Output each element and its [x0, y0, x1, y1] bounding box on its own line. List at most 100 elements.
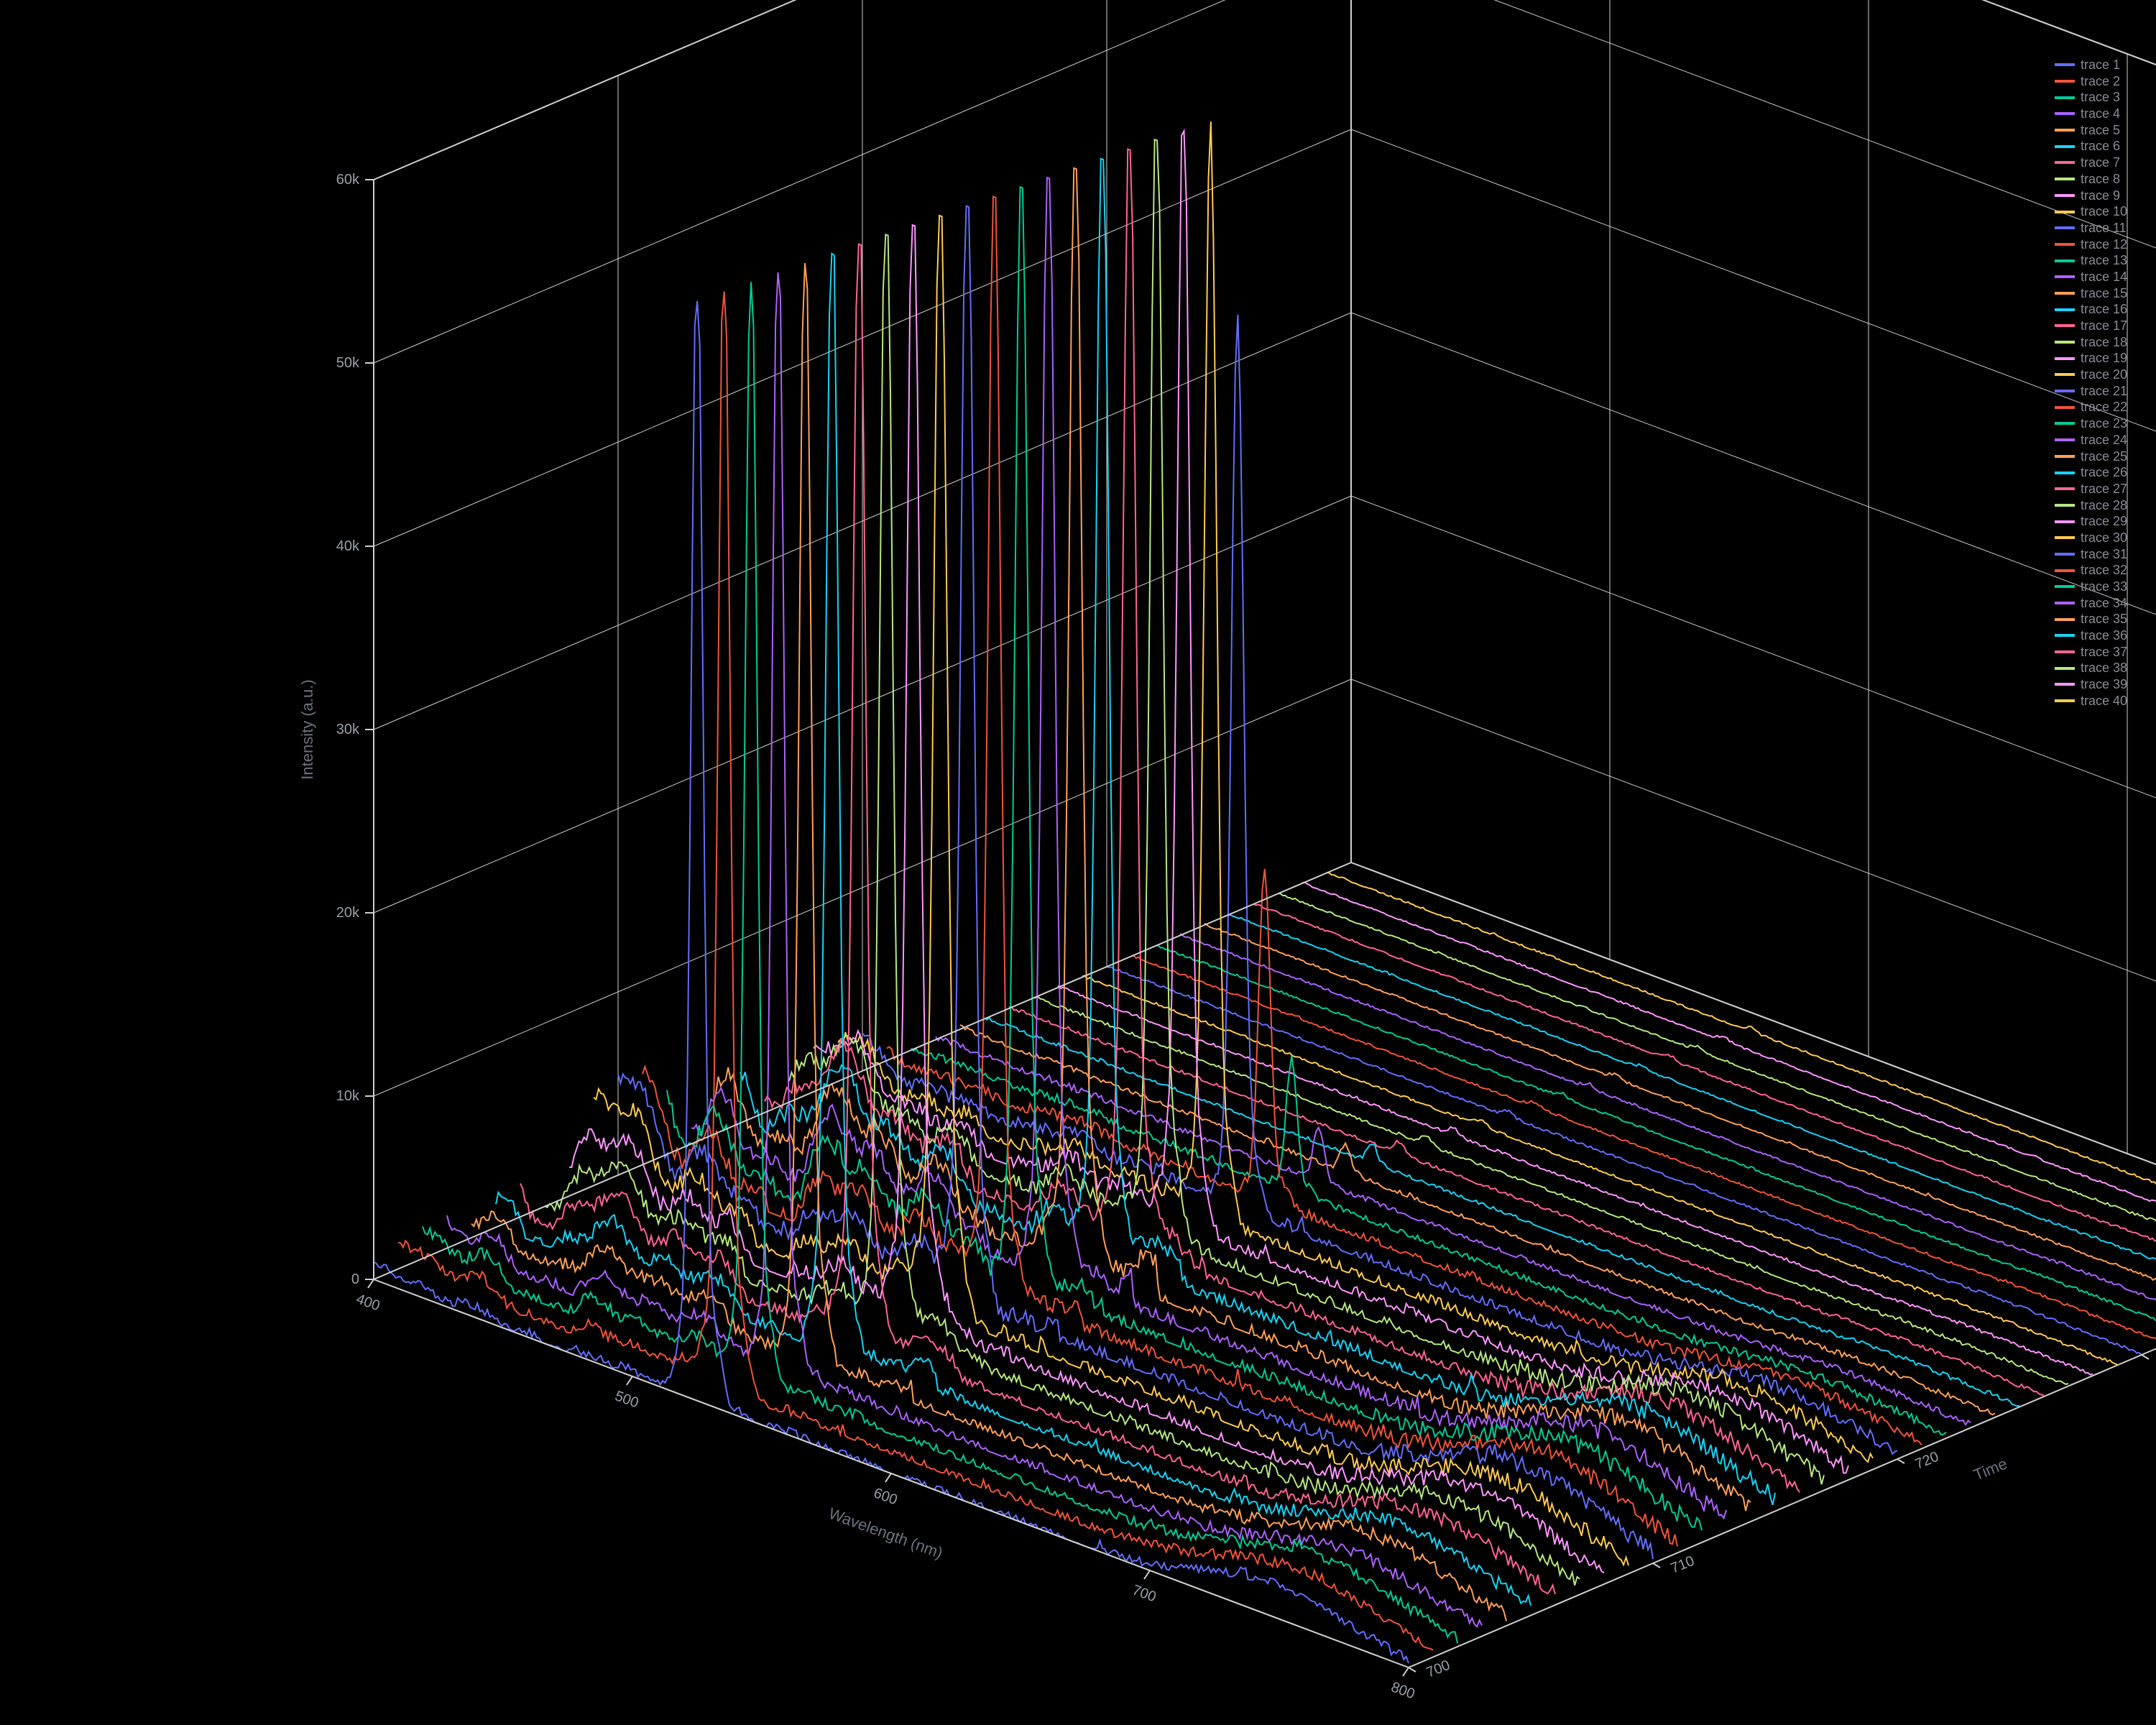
legend-label: trace 8 [2081, 172, 2120, 187]
trace-3 [423, 282, 1457, 1643]
legend-label: trace 33 [2081, 579, 2127, 594]
legend-item-40[interactable]: trace 40 [2055, 694, 2127, 709]
legend-swatch [2055, 129, 2075, 132]
legend-item-17[interactable]: trace 17 [2055, 318, 2127, 334]
legend-swatch [2055, 438, 2075, 441]
legend-label: trace 7 [2081, 155, 2120, 170]
legend-item-36[interactable]: trace 36 [2055, 628, 2127, 643]
legend-item-33[interactable]: trace 33 [2055, 579, 2127, 594]
legend-item-34[interactable]: trace 34 [2055, 596, 2127, 611]
legend-swatch [2055, 80, 2075, 83]
svg-text:600: 600 [872, 1485, 900, 1508]
legend-item-26[interactable]: trace 26 [2055, 465, 2127, 480]
legend-item-12[interactable]: trace 12 [2055, 237, 2127, 252]
legend-item-2[interactable]: trace 2 [2055, 74, 2127, 89]
legend-item-8[interactable]: trace 8 [2055, 172, 2127, 187]
legend-label: trace 5 [2081, 123, 2120, 138]
legend-item-20[interactable]: trace 20 [2055, 367, 2127, 382]
legend-item-6[interactable]: trace 6 [2055, 139, 2127, 154]
legend-label: trace 15 [2081, 286, 2127, 301]
legend-item-1[interactable]: trace 1 [2055, 58, 2127, 73]
spectra-3d-chart[interactable]: 010k20k30k40k50k60k400500600700800700710… [0, 0, 2156, 1725]
svg-text:30k: 30k [336, 722, 360, 737]
legend-swatch [2055, 520, 2075, 523]
legend-item-38[interactable]: trace 38 [2055, 661, 2127, 676]
legend-item-29[interactable]: trace 29 [2055, 514, 2127, 529]
legend[interactable]: trace 1trace 2trace 3trace 4trace 5trace… [2055, 58, 2127, 710]
trace-11 [618, 206, 1653, 1559]
legend-label: trace 12 [2081, 237, 2127, 252]
legend-label: trace 17 [2081, 318, 2127, 334]
legend-swatch [2055, 683, 2075, 686]
trace-2 [398, 292, 1433, 1650]
legend-swatch [2055, 275, 2075, 278]
legend-label: trace 35 [2081, 612, 2127, 627]
trace-38 [1278, 893, 2156, 1282]
trace-35 [1204, 924, 2156, 1313]
legend-swatch [2055, 112, 2075, 115]
legend-label: trace 13 [2081, 253, 2127, 268]
legend-item-35[interactable]: trace 35 [2055, 612, 2127, 627]
legend-item-21[interactable]: trace 21 [2055, 384, 2127, 399]
legend-item-31[interactable]: trace 31 [2055, 547, 2127, 562]
legend-item-15[interactable]: trace 15 [2055, 286, 2127, 301]
legend-item-3[interactable]: trace 3 [2055, 90, 2127, 105]
legend-swatch [2055, 243, 2075, 246]
legend-swatch [2055, 602, 2075, 604]
svg-text:Time: Time [1971, 1454, 2010, 1484]
legend-label: trace 22 [2081, 400, 2127, 415]
legend-item-16[interactable]: trace 16 [2055, 302, 2127, 317]
legend-item-14[interactable]: trace 14 [2055, 270, 2127, 285]
legend-swatch [2055, 650, 2075, 653]
legend-item-5[interactable]: trace 5 [2055, 123, 2127, 138]
legend-item-39[interactable]: trace 39 [2055, 677, 2127, 692]
legend-item-37[interactable]: trace 37 [2055, 645, 2127, 660]
trace-14 [691, 178, 1726, 1518]
legend-swatch [2055, 699, 2075, 702]
svg-text:500: 500 [613, 1388, 641, 1411]
trace-19 [814, 131, 1848, 1473]
legend-label: trace 21 [2081, 384, 2127, 399]
legend-label: trace 32 [2081, 563, 2127, 578]
legend-swatch [2055, 145, 2075, 148]
legend-item-10[interactable]: trace 10 [2055, 204, 2127, 219]
svg-text:40k: 40k [336, 538, 360, 554]
legend-label: trace 36 [2081, 628, 2127, 643]
legend-swatch [2055, 553, 2075, 556]
svg-text:50k: 50k [336, 355, 360, 371]
legend-item-25[interactable]: trace 25 [2055, 449, 2127, 464]
legend-item-11[interactable]: trace 11 [2055, 221, 2127, 236]
legend-item-9[interactable]: trace 9 [2055, 188, 2127, 203]
legend-swatch [2055, 569, 2075, 572]
legend-label: trace 30 [2081, 530, 2127, 546]
legend-item-19[interactable]: trace 19 [2055, 351, 2127, 366]
legend-item-4[interactable]: trace 4 [2055, 106, 2127, 121]
legend-label: trace 2 [2081, 74, 2120, 89]
legend-item-27[interactable]: trace 27 [2055, 482, 2127, 497]
legend-item-28[interactable]: trace 28 [2055, 498, 2127, 513]
legend-label: trace 4 [2081, 106, 2120, 121]
legend-swatch [2055, 390, 2075, 392]
svg-text:720: 720 [1913, 1449, 1941, 1473]
legend-item-7[interactable]: trace 7 [2055, 155, 2127, 170]
legend-swatch [2055, 585, 2075, 588]
legend-item-30[interactable]: trace 30 [2055, 530, 2127, 546]
legend-swatch [2055, 226, 2075, 229]
legend-item-24[interactable]: trace 24 [2055, 433, 2127, 448]
legend-item-23[interactable]: trace 23 [2055, 416, 2127, 431]
legend-label: trace 26 [2081, 465, 2127, 480]
legend-swatch [2055, 634, 2075, 637]
svg-text:60k: 60k [336, 172, 360, 188]
trace-10 [594, 216, 1628, 1565]
legend-item-22[interactable]: trace 22 [2055, 400, 2127, 415]
legend-item-32[interactable]: trace 32 [2055, 563, 2127, 578]
legend-label: trace 27 [2081, 482, 2127, 497]
svg-text:10k: 10k [336, 1088, 360, 1104]
legend-label: trace 1 [2081, 58, 2120, 73]
legend-item-13[interactable]: trace 13 [2055, 253, 2127, 268]
legend-label: trace 38 [2081, 661, 2127, 676]
svg-text:20k: 20k [336, 905, 360, 921]
legend-item-18[interactable]: trace 18 [2055, 335, 2127, 350]
legend-swatch [2055, 618, 2075, 621]
svg-text:700: 700 [1424, 1657, 1452, 1681]
